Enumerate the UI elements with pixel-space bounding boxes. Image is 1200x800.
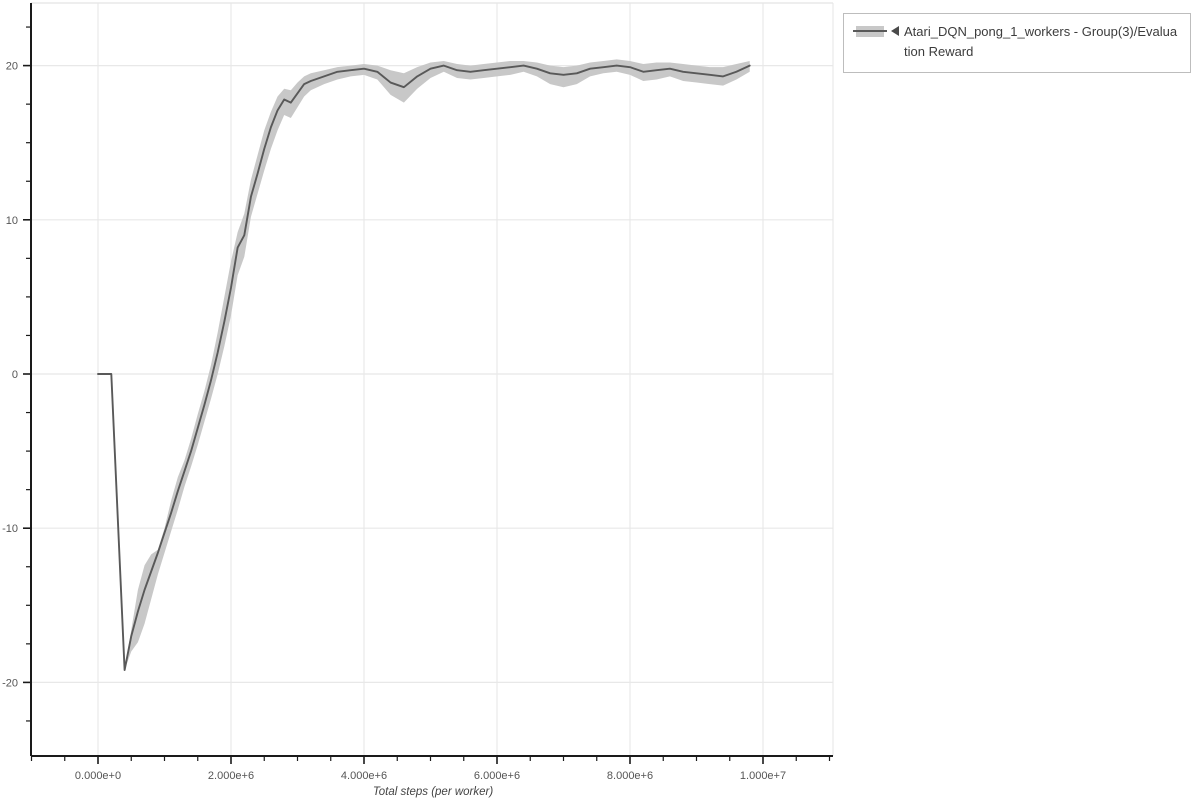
x-tick-label: 2.000e+6 <box>208 770 254 782</box>
y-tick-label: 20 <box>6 61 18 73</box>
legend-line-swatch <box>853 30 887 32</box>
x-tick-label: 4.000e+6 <box>341 770 387 782</box>
x-tick-label: 0.000e+0 <box>75 770 121 782</box>
y-tick-label: 10 <box>6 215 18 227</box>
x-axis-title: Total steps (per worker) <box>373 786 494 798</box>
left-triangle-marker-icon <box>891 26 899 36</box>
chart-legend[interactable]: Atari_DQN_pong_1_workers - Group(3)/Eval… <box>843 13 1191 73</box>
series-line <box>97 64 751 672</box>
x-tick-label: 1.000e+7 <box>740 770 786 782</box>
axis-tick-labels: 20 10 0 -10 -20 0.000e+0 2.000e+6 4.000e+6 6.000… <box>2 61 786 782</box>
x-tick-label: 8.000e+6 <box>607 770 653 782</box>
y-tick-label: -20 <box>2 677 18 689</box>
legend-entry-label: Atari_DQN_pong_1_workers - Group(3)/Eval… <box>904 24 1178 59</box>
x-tick-label: 6.000e+6 <box>474 770 520 782</box>
y-tick-label: -10 <box>2 523 18 535</box>
legend-entry[interactable]: Atari_DQN_pong_1_workers - Group(3)/Eval… <box>853 22 1180 62</box>
legend-color-swatch <box>853 24 887 38</box>
axis-ticks <box>23 26 831 764</box>
y-tick-label: 0 <box>12 369 18 381</box>
